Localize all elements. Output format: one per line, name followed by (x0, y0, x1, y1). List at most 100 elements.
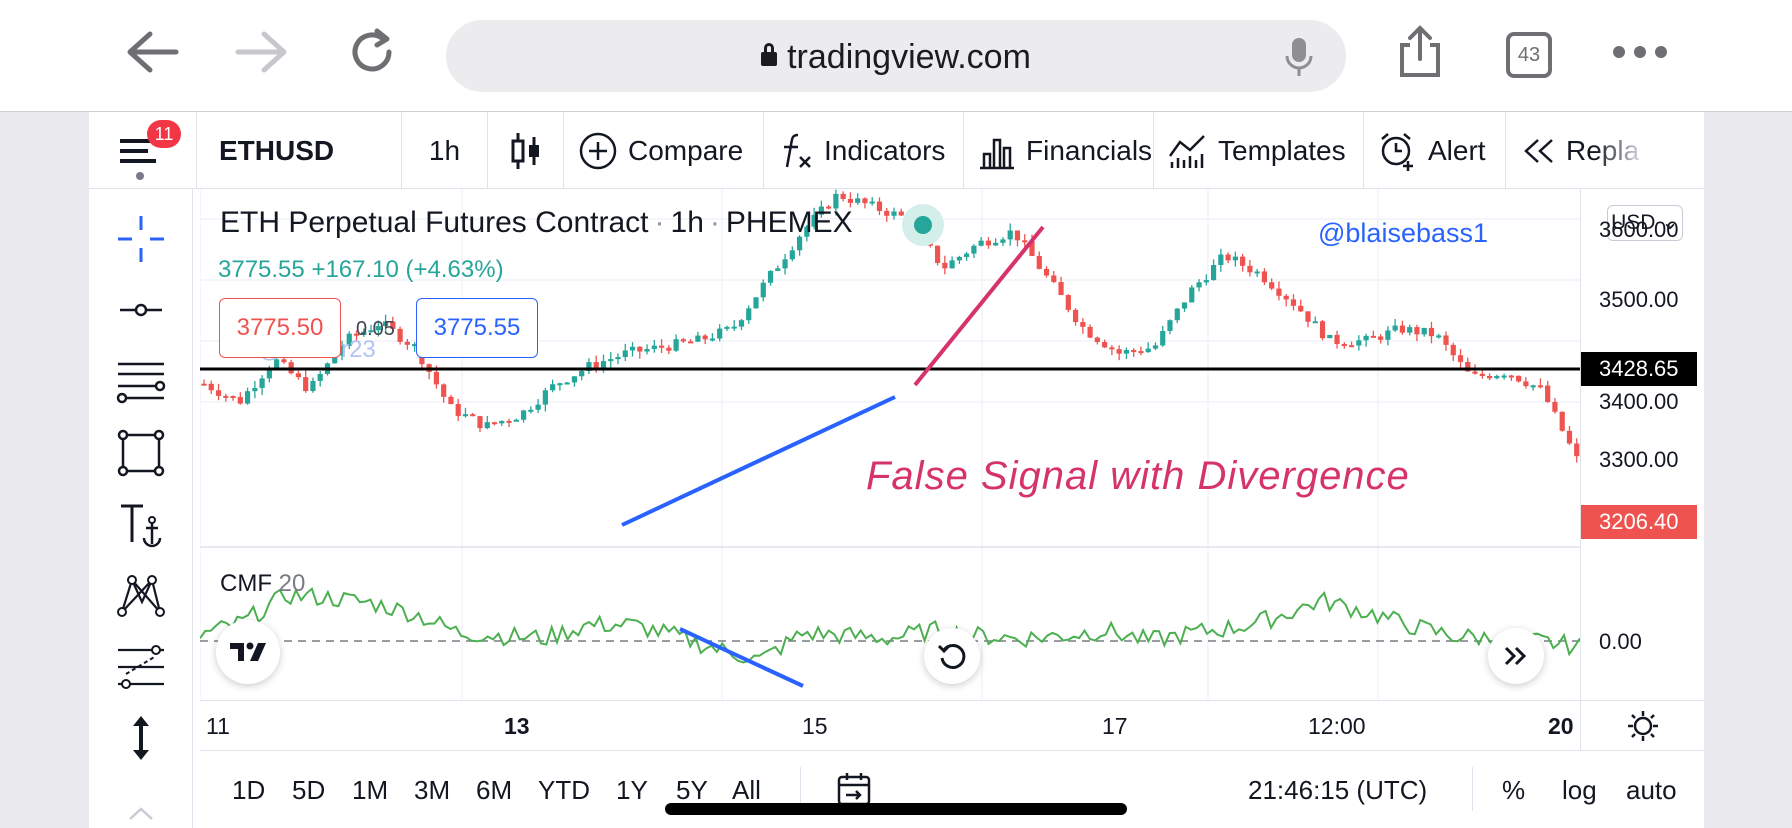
candle-body (637, 346, 643, 352)
address-bar[interactable]: tradingview.com (446, 20, 1346, 92)
candle-body (1000, 239, 1006, 243)
candle-body (346, 333, 352, 346)
price-label: 3500.00 (1599, 287, 1679, 312)
candle-body (455, 404, 461, 416)
home-indicator (665, 803, 1127, 815)
candle-body (615, 357, 621, 360)
rectangle-icon[interactable] (111, 425, 171, 481)
candle-body (1363, 335, 1369, 341)
price-trendline-pink (913, 225, 1045, 387)
financials-button[interactable]: Financials (964, 112, 1154, 189)
candle-body (1109, 347, 1115, 350)
candle-body (658, 345, 665, 348)
candle-body (629, 346, 636, 351)
range-1y[interactable]: 1Y (616, 775, 648, 805)
share-icon[interactable] (1390, 22, 1450, 82)
time-axis[interactable]: 11 13 15 17 12:00 20 (200, 700, 1580, 750)
candle-body (317, 373, 323, 381)
buy-button[interactable]: 3775.55 (416, 298, 538, 358)
candle-body (847, 198, 854, 203)
candle-body (1378, 336, 1384, 340)
candle-body (1181, 302, 1188, 309)
candle-body (1254, 271, 1260, 274)
tradingview-logo-button[interactable] (216, 620, 280, 684)
settings-button[interactable] (1580, 700, 1704, 750)
candle-body (673, 339, 679, 351)
indicators-button[interactable]: Indicators (764, 112, 964, 189)
candle-body (491, 422, 498, 425)
range-all[interactable]: All (732, 775, 761, 805)
candle-body (796, 236, 803, 251)
candle-body (1305, 311, 1311, 322)
forward-arrow-icon[interactable] (232, 22, 292, 82)
range-1m[interactable]: 1M (352, 775, 389, 805)
candle-body (855, 198, 861, 203)
tabs-icon[interactable]: 43 (1506, 32, 1552, 78)
collapse-chevron-icon[interactable] (111, 801, 171, 825)
range-1d[interactable]: 1D (232, 775, 266, 805)
alert-button[interactable]: Alert (1364, 112, 1506, 189)
compare-label: Compare (628, 134, 744, 166)
prediction-icon[interactable] (111, 639, 171, 695)
price-chart[interactable] (200, 189, 1580, 699)
candle-body (259, 378, 265, 388)
candle-body (862, 198, 868, 204)
chart-pane[interactable] (200, 189, 1580, 749)
price-axis[interactable]: USD ⌄ 3600.00 3500.00 3428.65 3400.00 33… (1580, 189, 1704, 749)
scroll-to-realtime-button[interactable] (1488, 628, 1544, 684)
sell-button[interactable]: 3775.50 (219, 298, 341, 358)
measure-icon[interactable] (111, 710, 171, 766)
range-6m[interactable]: 6M (476, 775, 513, 805)
percent-toggle[interactable]: % (1502, 775, 1526, 805)
author-watermark: @blaisebass1 (1318, 218, 1489, 248)
candle-body (826, 206, 832, 209)
candle-body (208, 383, 214, 391)
bar-chart-icon (980, 138, 1014, 169)
microphone-icon[interactable] (1284, 36, 1314, 83)
candle-body (1472, 371, 1478, 374)
chart-type-button[interactable] (488, 112, 564, 189)
chart-annotation[interactable]: False Signal with Divergence (866, 454, 1410, 498)
candle-body (252, 387, 258, 392)
candle-body (520, 410, 527, 420)
symbol-description: ETH Perpetual Futures Contract (220, 206, 649, 239)
more-icon[interactable] (1610, 22, 1670, 82)
pattern-icon[interactable] (111, 568, 171, 624)
candle-body (1189, 287, 1195, 303)
candle-body (767, 270, 774, 283)
log-toggle[interactable]: log (1562, 775, 1597, 805)
symbol-search[interactable]: ETHUSD (197, 112, 402, 189)
candle-body (1566, 430, 1573, 444)
auto-toggle[interactable]: auto (1626, 775, 1677, 805)
range-5d[interactable]: 5D (292, 775, 326, 805)
interval-button[interactable]: 1h (402, 112, 488, 189)
range-ytd[interactable]: YTD (538, 775, 590, 805)
candle-body (593, 362, 599, 368)
trend-line-icon[interactable] (111, 282, 171, 338)
candle-body (1240, 256, 1246, 266)
candle-body (1392, 325, 1398, 331)
candle-body (1232, 256, 1238, 261)
crosshair-icon[interactable] (111, 211, 171, 267)
time-label: 15 (802, 713, 828, 739)
market-status-icon[interactable] (902, 204, 944, 246)
price-label: 3300.00 (1599, 447, 1679, 472)
fib-retracement-icon[interactable] (111, 354, 171, 410)
range-5y[interactable]: 5Y (676, 775, 708, 805)
reload-icon[interactable] (342, 22, 402, 82)
candle-body (695, 335, 701, 342)
candle-body (1450, 344, 1456, 356)
replay-button[interactable]: Repla (1506, 112, 1704, 189)
candle-body (789, 250, 795, 260)
menu-button[interactable]: 11 (89, 112, 197, 189)
utc-clock[interactable]: 21:46:15 (UTC) (1248, 775, 1428, 805)
range-3m[interactable]: 3M (414, 775, 451, 805)
spread-value: 0.05 (356, 318, 395, 340)
templates-button[interactable]: Templates (1154, 112, 1364, 189)
currency-select[interactable]: USD ⌄ (1607, 205, 1683, 241)
legend-title: ETH Perpetual Futures Contract · 1h · PHEMEX (220, 206, 853, 240)
text-anchor-icon[interactable] (111, 496, 171, 552)
compare-button[interactable]: Compare (564, 112, 764, 189)
back-arrow-icon[interactable] (122, 22, 182, 82)
reset-chart-button[interactable] (924, 628, 980, 684)
